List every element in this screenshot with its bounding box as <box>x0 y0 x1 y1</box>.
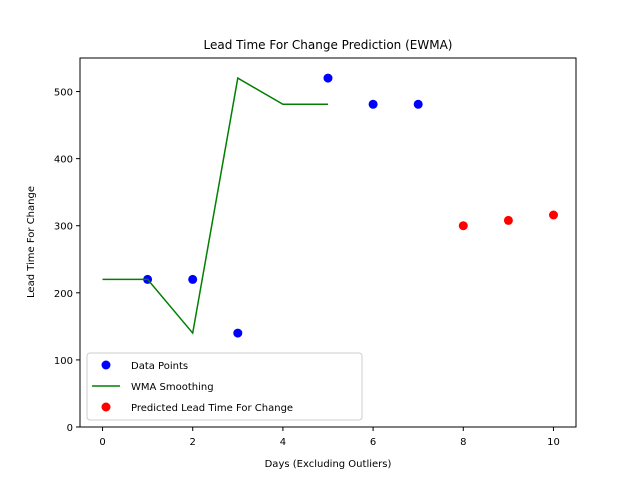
y-axis: 0 100 200 300 400 500 <box>54 88 80 434</box>
legend-entry: Predicted Lead Time For Change <box>131 403 293 414</box>
series-line-1 <box>102 76 328 335</box>
data-point <box>368 99 378 109</box>
x-tick-label: 4 <box>280 437 286 448</box>
data-point <box>503 215 513 225</box>
y-tick-label: 500 <box>54 88 73 99</box>
chart-title: Lead Time For Change Prediction (EWMA) <box>204 38 453 52</box>
data-point <box>323 73 333 83</box>
y-tick-label: 200 <box>54 289 73 300</box>
y-axis-label: Lead Time For Change <box>26 186 37 298</box>
data-point <box>413 99 423 109</box>
legend-dot-marker <box>101 360 111 370</box>
plot-frame <box>79 57 577 428</box>
x-tick-label: 0 <box>99 437 105 448</box>
x-axis: 0 2 4 6 8 10 <box>99 427 560 448</box>
y-tick-label: 300 <box>54 222 73 233</box>
y-tick-label: 100 <box>54 356 73 367</box>
legend-entry: Data Points <box>131 361 188 372</box>
x-tick-label: 10 <box>547 437 560 448</box>
legend-entry: WMA Smoothing <box>131 382 214 393</box>
data-point <box>458 221 468 231</box>
x-tick-label: 8 <box>460 437 466 448</box>
y-tick-label: 400 <box>54 155 73 166</box>
data-point <box>549 210 558 220</box>
x-tick-label: 6 <box>370 437 376 448</box>
legend-dot-marker <box>101 402 111 412</box>
x-tick-label: 2 <box>190 437 196 448</box>
data-point <box>233 328 243 338</box>
y-tick-label: 0 <box>67 423 73 434</box>
legend-box <box>86 352 363 421</box>
data-point <box>188 274 198 284</box>
x-axis-label: Days (Excluding Outliers) <box>265 459 392 470</box>
legend: Data Points WMA Smoothing Predicted Lead T… <box>86 352 363 421</box>
plot-area <box>102 73 558 338</box>
